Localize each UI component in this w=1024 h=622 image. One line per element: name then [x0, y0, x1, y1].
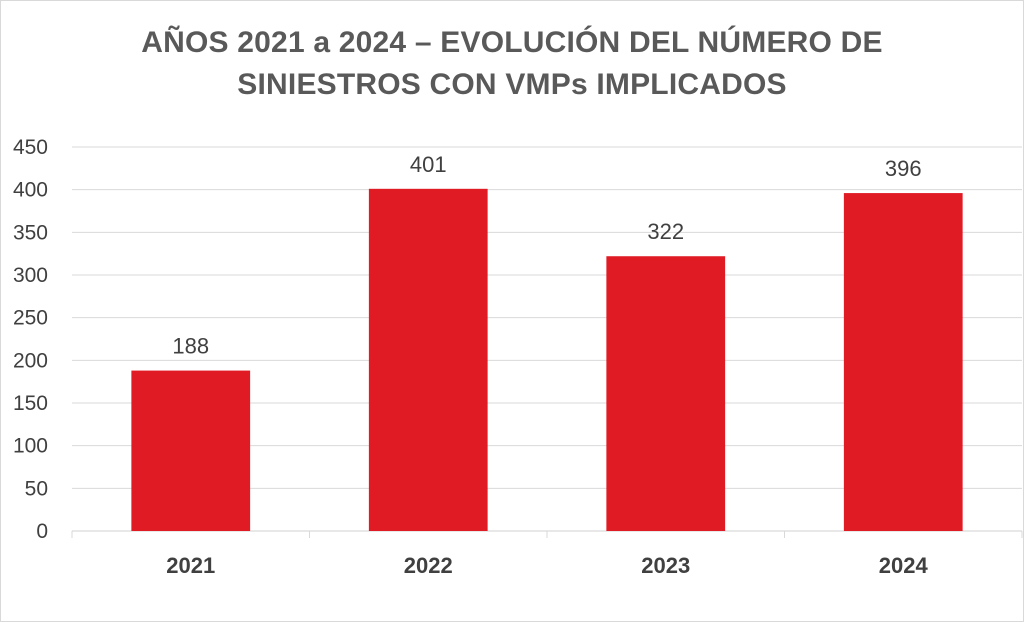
x-tick-label-2021: 2021	[166, 553, 215, 578]
bar-2022	[368, 188, 488, 531]
x-tick-label-2024: 2024	[879, 553, 929, 578]
chart-title-line-2: SINIESTROS CON VMPs IMPLICADOS	[237, 68, 787, 101]
y-tick-label-200: 200	[13, 349, 48, 372]
bar-2021	[131, 370, 251, 531]
y-tick-label-0: 0	[36, 520, 48, 543]
y-tick-label-150: 150	[13, 392, 48, 415]
y-tick-label-350: 350	[13, 221, 48, 244]
chart-title: AÑOS 2021 a 2024 – EVOLUCIÓN DEL NÚMERO …	[0, 22, 1024, 106]
y-tick-label-100: 100	[13, 435, 48, 458]
y-tick-label-250: 250	[13, 307, 48, 330]
bar-2023	[606, 256, 726, 531]
data-label-2023: 322	[647, 219, 684, 244]
data-label-2021: 188	[172, 334, 209, 359]
data-label-2024: 396	[885, 156, 922, 181]
chart-title-line-1: AÑOS 2021 a 2024 – EVOLUCIÓN DEL NÚMERO …	[141, 26, 883, 59]
bar-2024	[843, 193, 963, 531]
y-tick-label-300: 300	[13, 264, 48, 287]
y-tick-label-50: 50	[25, 477, 48, 500]
x-tick-label-2022: 2022	[404, 553, 453, 578]
x-tick-label-2023: 2023	[641, 553, 690, 578]
y-tick-label-400: 400	[13, 179, 48, 202]
y-tick-label-450: 450	[13, 136, 48, 159]
data-label-2022: 401	[410, 152, 447, 177]
